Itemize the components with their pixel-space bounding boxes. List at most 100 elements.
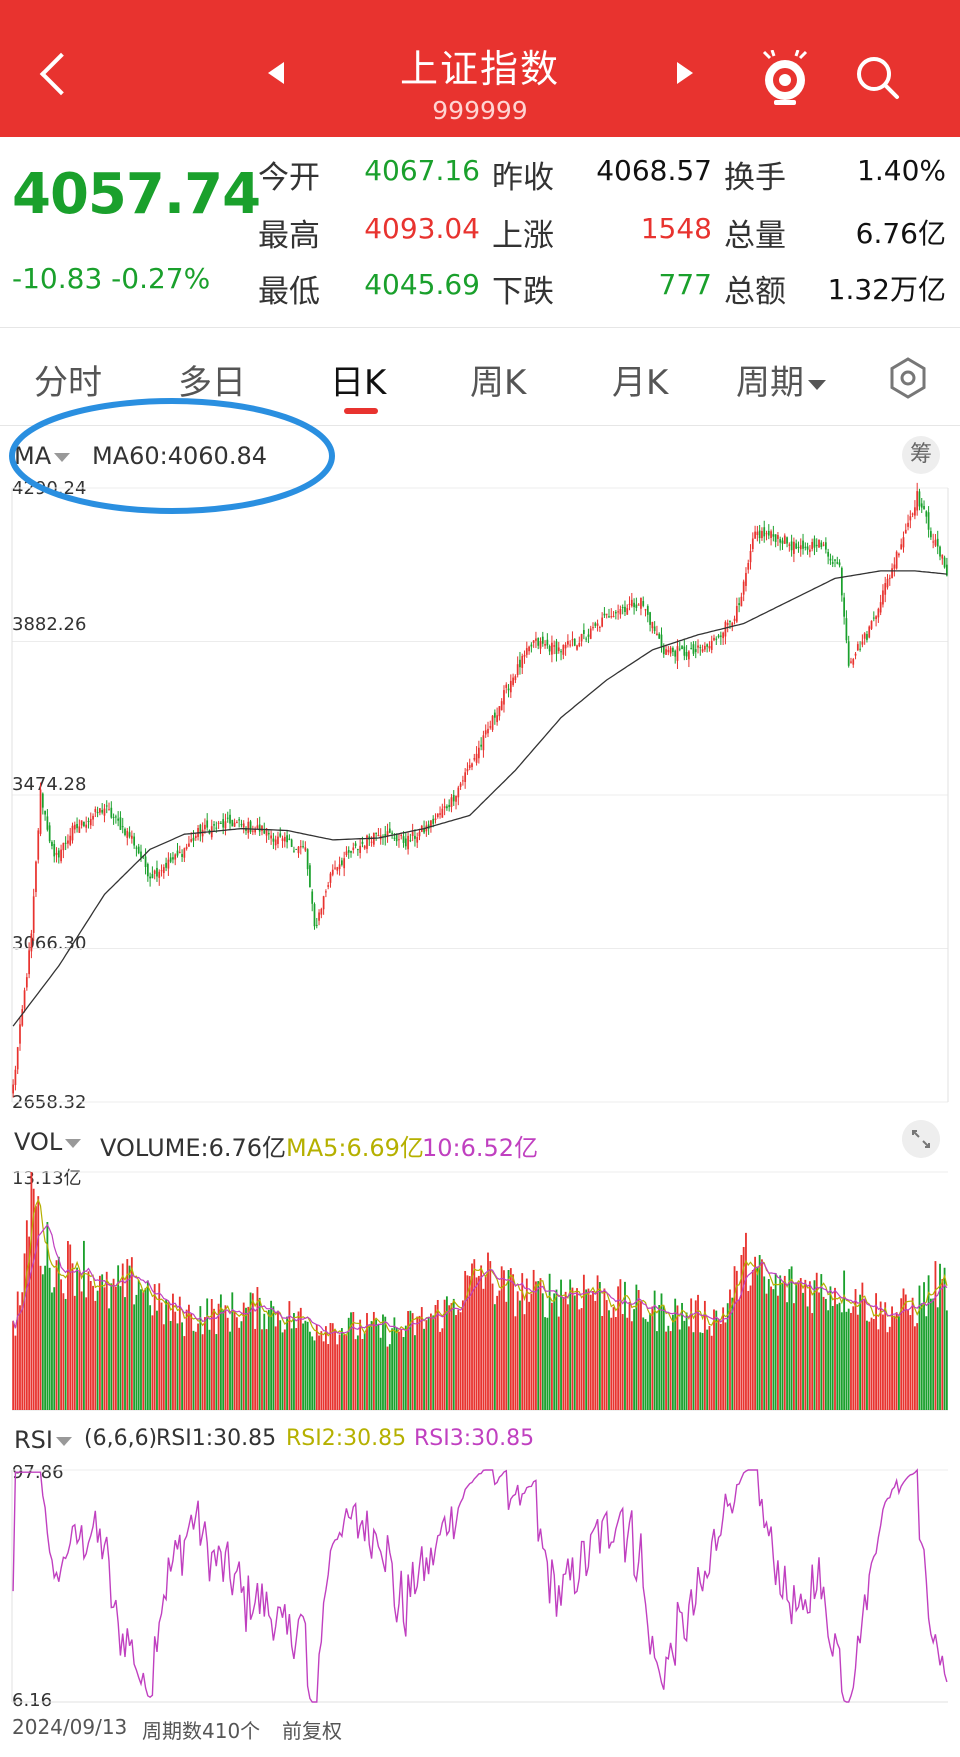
candle <box>845 618 848 641</box>
volume-bar <box>519 1300 521 1410</box>
volume-bar <box>114 1286 117 1410</box>
candle <box>774 534 777 542</box>
tab-5[interactable]: 周期 <box>736 355 826 404</box>
volume-bar <box>411 1313 414 1410</box>
volume-bar <box>425 1320 428 1410</box>
mascot-icon[interactable] <box>760 50 810 106</box>
candle <box>430 820 432 828</box>
volume-bar <box>267 1310 270 1410</box>
volume-bar <box>713 1309 715 1410</box>
candle <box>165 862 167 868</box>
volume-bar <box>882 1314 884 1410</box>
candle <box>359 845 362 853</box>
volume-bar <box>452 1298 455 1410</box>
volume-bar <box>758 1255 761 1410</box>
tab-0[interactable]: 分时 <box>34 355 102 404</box>
volume-bar <box>199 1306 202 1410</box>
candle <box>683 646 686 656</box>
quote-value: 4093.04 <box>364 212 480 245</box>
vol-indicator-label: VOL <box>14 1128 63 1156</box>
rsi-indicator-select[interactable]: RSI <box>14 1426 72 1454</box>
next-triangle-icon[interactable] <box>677 62 693 84</box>
volume-bar <box>398 1331 400 1410</box>
candle <box>57 850 60 858</box>
candle <box>409 840 412 842</box>
candle <box>713 637 715 641</box>
candle <box>32 896 35 933</box>
volume-bar <box>626 1317 629 1410</box>
tab-4[interactable]: 月K <box>612 355 668 404</box>
volume-bar <box>710 1335 713 1410</box>
volume-bar <box>181 1322 183 1410</box>
y-tick-label: 3474.28 <box>12 774 87 795</box>
tab-2[interactable]: 日K <box>330 355 386 404</box>
candle <box>434 818 437 820</box>
candle <box>172 857 174 860</box>
candle <box>423 828 425 833</box>
candle <box>220 822 222 824</box>
volume-bar <box>589 1294 592 1410</box>
candle <box>491 715 494 730</box>
prev-triangle-icon[interactable] <box>268 62 284 84</box>
volume-bar <box>258 1297 261 1410</box>
candle <box>907 522 909 527</box>
vol-indicator-select[interactable]: VOL <box>14 1128 82 1156</box>
tab-3[interactable]: 周K <box>470 355 526 404</box>
footer-date: 2024/09/13 <box>12 1715 128 1739</box>
candle <box>188 843 190 847</box>
candle <box>724 621 727 637</box>
candle <box>446 806 448 809</box>
volume-bar <box>537 1281 540 1410</box>
volume-bar <box>861 1282 864 1410</box>
volume-bar <box>573 1295 576 1410</box>
candle <box>551 642 553 655</box>
tab-1[interactable]: 多日 <box>178 355 246 404</box>
candle <box>614 612 617 614</box>
change-value: -10.83 <box>12 262 103 295</box>
candle <box>242 823 245 828</box>
candle <box>573 638 576 646</box>
candle <box>507 688 510 691</box>
candle <box>352 847 355 850</box>
volume-bar <box>939 1263 941 1410</box>
chip-distribution-button[interactable]: 筹 <box>902 436 940 474</box>
quote-value: 777 <box>658 268 712 301</box>
search-icon[interactable] <box>855 55 901 101</box>
candle <box>448 804 451 808</box>
candle <box>325 891 327 893</box>
candle <box>532 640 535 643</box>
volume-bar <box>564 1291 567 1410</box>
settings-icon[interactable] <box>886 356 930 400</box>
volume-bar <box>119 1286 122 1410</box>
candle <box>462 780 464 782</box>
rsi-min-label: 6.16 <box>12 1690 53 1711</box>
volume-bar <box>571 1287 574 1410</box>
expand-icon[interactable] <box>902 1120 940 1158</box>
volume-bar <box>407 1311 410 1410</box>
volume-bar <box>404 1325 407 1410</box>
ma-indicator-select[interactable]: MA <box>14 442 71 470</box>
volume-bar <box>366 1313 368 1410</box>
candle <box>306 849 309 870</box>
candle <box>811 541 814 549</box>
candle <box>802 540 804 549</box>
volume-bar <box>137 1280 140 1410</box>
volume-bar <box>299 1307 302 1410</box>
volume-bar <box>484 1275 487 1410</box>
volume-bar <box>21 1292 24 1410</box>
candle <box>715 638 718 640</box>
volume-bar <box>384 1316 387 1410</box>
volume-bar <box>222 1310 225 1410</box>
candle <box>669 647 672 654</box>
candle <box>619 609 622 615</box>
candle <box>934 539 937 546</box>
candle <box>829 558 832 561</box>
candle <box>637 604 640 606</box>
candle <box>112 816 115 818</box>
candle <box>69 835 72 845</box>
volume-bar <box>763 1276 766 1410</box>
volume-bar <box>856 1314 859 1410</box>
candle <box>904 529 907 534</box>
volume-bar <box>277 1311 279 1410</box>
